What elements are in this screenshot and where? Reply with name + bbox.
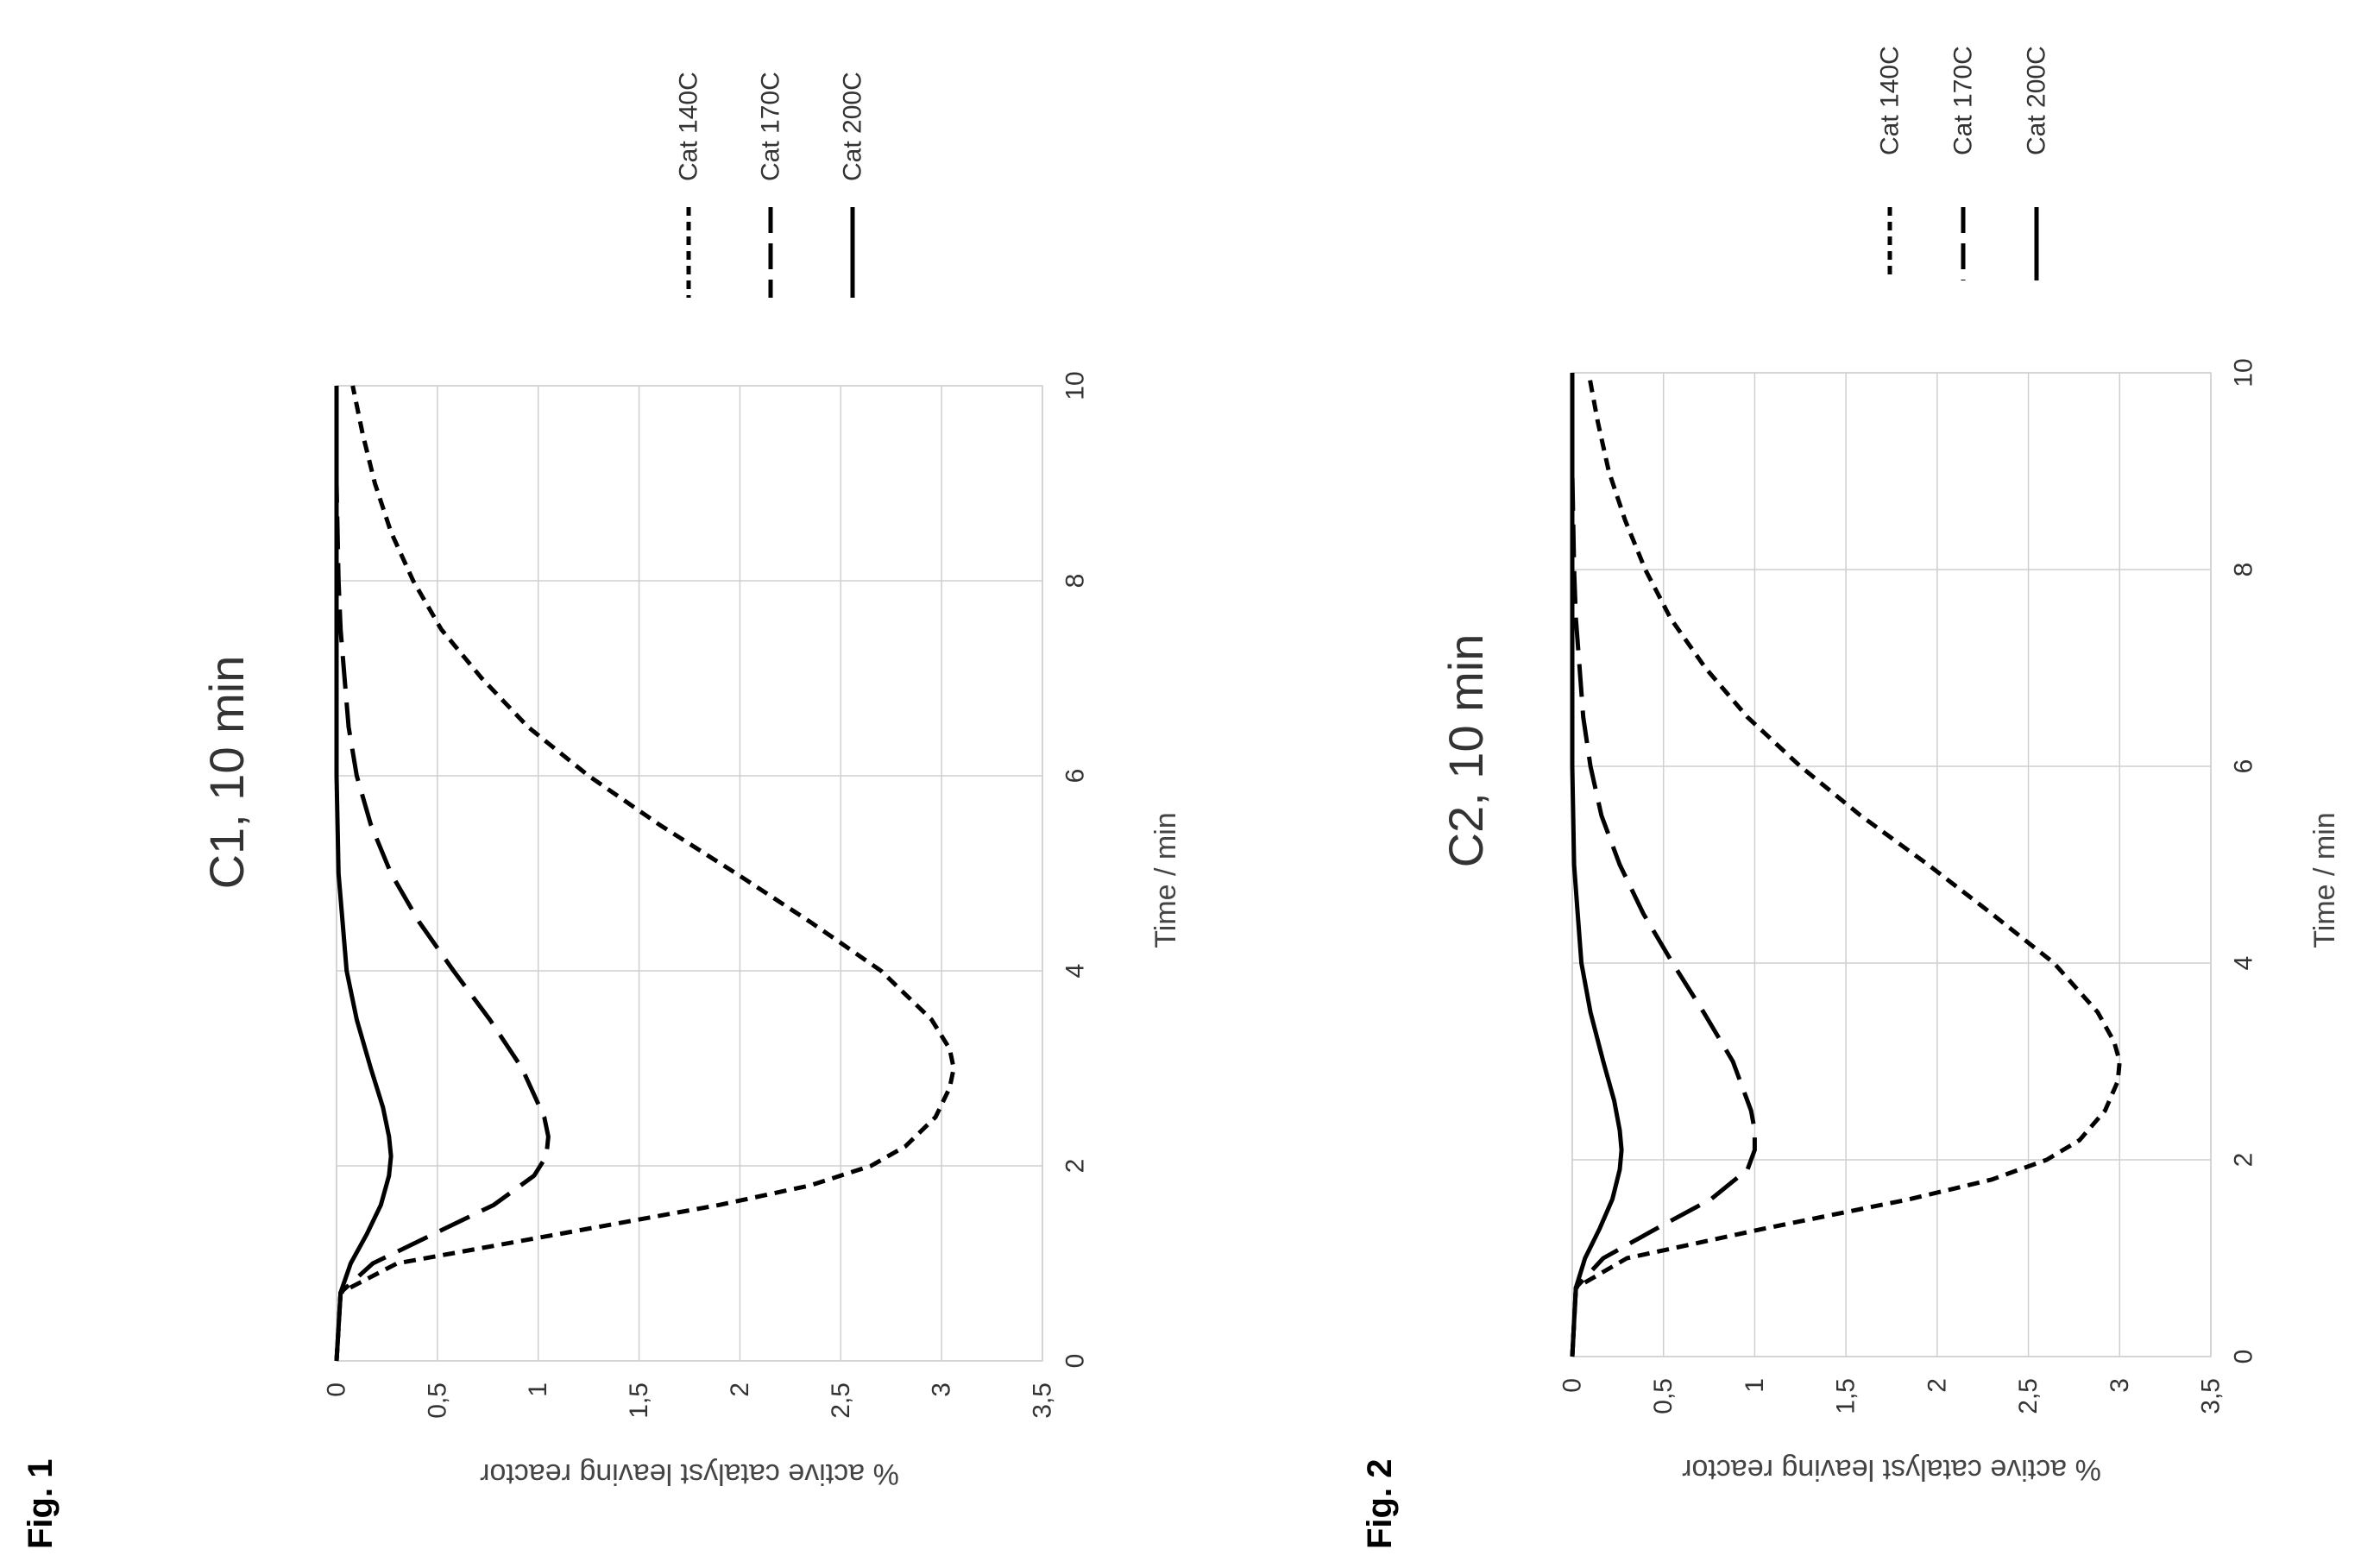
x-tick-label: 8 (1061, 574, 1090, 589)
series-line-cat-200c (1570, 373, 1624, 1357)
figure-label: Fig. 2 (1361, 1459, 1399, 1549)
x-tick-label: 10 (2230, 358, 2258, 387)
x-tick-label: 10 (1061, 371, 1090, 400)
y-axis-title: % active catalyst leaving reactor (1682, 1453, 2101, 1486)
figure-label: Fig. 1 (22, 1459, 60, 1549)
x-tick-label: 4 (1061, 964, 1090, 979)
x-tick-label: 8 (2230, 563, 2258, 577)
y-tick-label: 1,5 (1832, 1378, 1860, 1414)
series-line-cat-200c (334, 386, 394, 1362)
chart-1: Fig. 1 0 0,5 1 1,5 2 2,5 3 3,5 0 2 4 6 8 10 % active ca… (22, 72, 1182, 1549)
y-tick-label: 3,5 (1029, 1382, 1057, 1419)
y-tick-label: 1,5 (625, 1382, 653, 1419)
legend-label: Cat 200C (2023, 46, 2051, 155)
x-tick-label: 4 (2230, 956, 2258, 971)
y-tick-label: 0,5 (423, 1382, 451, 1419)
series-line-cat-170c (1570, 373, 1757, 1357)
y-tick-label: 3 (928, 1382, 956, 1397)
legend-label: Cat 200C (839, 72, 867, 181)
legend-label: Cat 140C (1876, 46, 1905, 155)
plot-area (1571, 372, 2212, 1357)
legend-label: Cat 170C (1949, 46, 1978, 155)
y-tick-label: 2 (1923, 1378, 1951, 1393)
y-tick-label: 0 (323, 1382, 351, 1397)
legend-label: Cat 170C (757, 72, 785, 181)
y-tick-label: 2,5 (827, 1382, 855, 1419)
x-tick-label: 6 (2230, 759, 2258, 774)
y-tick-label: 2 (726, 1382, 754, 1397)
x-axis-title: Time / min (2308, 812, 2341, 948)
x-tick-label: 2 (1061, 1159, 1090, 1174)
y-tick-label: 3,5 (2197, 1378, 2226, 1414)
chart-title: C2, 10 min (1439, 634, 1493, 868)
series-line-cat-140c (1570, 372, 2122, 1357)
x-tick-label: 0 (2230, 1350, 2258, 1364)
legend-label: Cat 140C (675, 72, 703, 181)
chart-title: C1, 10 min (199, 656, 254, 890)
plot-area (336, 385, 1043, 1362)
y-tick-label: 0 (1558, 1378, 1587, 1393)
chart-2: Fig. 2 0 0,5 1 1,5 2 2,5 3 3,5 0 2 4 6 8 10 % active ca… (1361, 46, 2341, 1549)
y-tick-label: 1 (524, 1382, 552, 1397)
x-tick-label: 0 (1061, 1354, 1090, 1369)
x-tick-label: 6 (1061, 769, 1090, 784)
series-line-cat-170c (334, 386, 551, 1362)
y-tick-label: 0,5 (1649, 1378, 1678, 1414)
y-tick-label: 2,5 (2014, 1378, 2043, 1414)
y-axis-title: % active catalyst leaving reactor (480, 1458, 899, 1490)
y-tick-label: 1 (1741, 1378, 1769, 1393)
x-axis-title: Time / min (1149, 812, 1182, 948)
series-line-cat-140c (334, 385, 956, 1362)
y-tick-label: 3 (2106, 1378, 2134, 1393)
x-tick-label: 2 (2230, 1153, 2258, 1168)
